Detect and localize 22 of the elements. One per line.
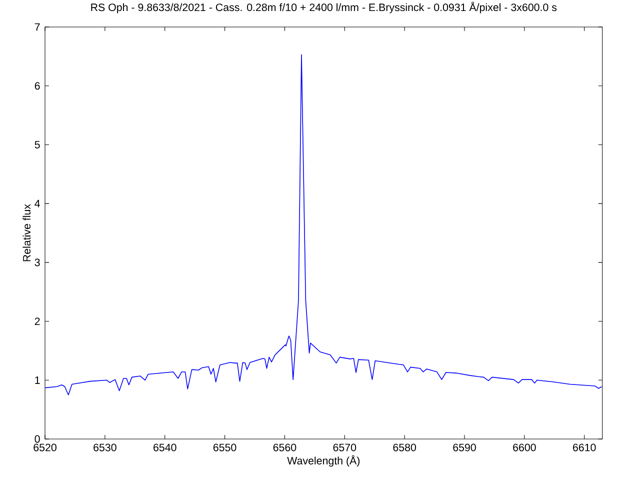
x-tick-label: 6520: [34, 444, 56, 452]
y-tick-label: 4: [34, 200, 40, 208]
x-tick-label: 6590: [453, 444, 476, 452]
x-tick-label: 6540: [154, 444, 176, 452]
x-tick-label: 6570: [333, 444, 356, 452]
x-tick-label: 6580: [393, 444, 416, 452]
y-tick-label: 1: [35, 376, 40, 384]
y-tick-label: 3: [34, 258, 40, 266]
y-tick-label: 2: [34, 318, 40, 326]
y-tick-label: 6: [34, 82, 40, 90]
x-axis-title: Wavelength (Å): [287, 455, 360, 467]
y-tick-label: 7: [34, 23, 40, 31]
y-axis-title: Relative flux: [22, 204, 31, 262]
chart-title: RS Oph - 9.8633/8/2021 - Cass. 0.28m f/10 + 2400 l/mm - E.Bryssinck - 0.0931 Å/pixel - 3x600.0 s: [91, 2, 557, 14]
x-tick-label: 6560: [273, 444, 296, 452]
y-tick-label: 5: [34, 141, 40, 148]
x-tick-label: 6600: [513, 444, 536, 452]
x-tick-label: 6530: [94, 444, 116, 452]
line-series: [45, 54, 602, 396]
x-tick-label: 6610: [573, 444, 596, 452]
x-tick-label: 6550: [213, 444, 236, 452]
y-tick-label: 0: [34, 435, 40, 443]
